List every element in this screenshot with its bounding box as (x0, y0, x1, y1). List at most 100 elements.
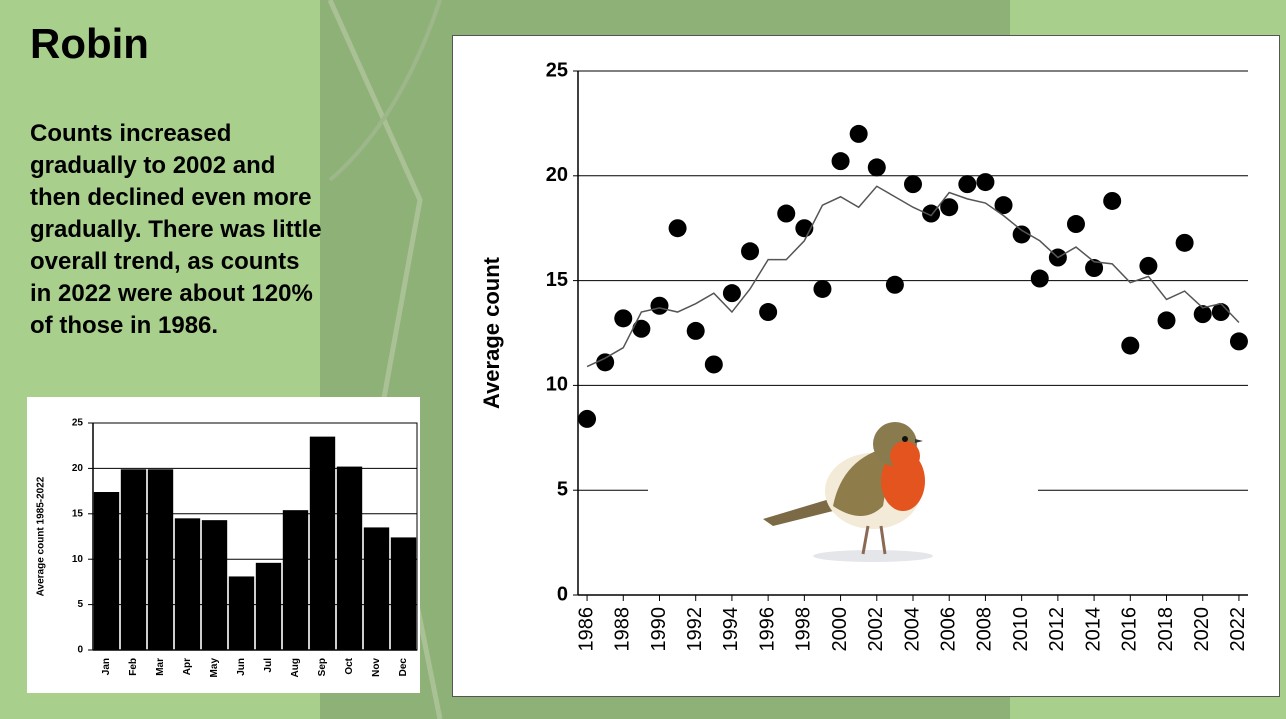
slide-text: Counts increased gradually to 2002 and the… (30, 118, 322, 342)
x-tick-label: Jun (236, 658, 247, 676)
y-tick-label: 15 (546, 269, 568, 291)
x-tick-label: Sep (317, 658, 328, 676)
bar (363, 527, 390, 650)
wing (833, 446, 893, 516)
x-tick-label: Apr (182, 658, 193, 675)
main-chart: 0 5 10 15 20 25 Average count 1986 1988 1990 1992 1… (452, 35, 1280, 697)
x-tick-label: 2002 (865, 607, 887, 652)
data-point (1175, 233, 1194, 252)
data-point (650, 296, 669, 315)
data-point (831, 152, 850, 171)
bar (336, 466, 363, 650)
data-point (1030, 269, 1049, 288)
y-tick-label: 20 (546, 164, 568, 186)
x-tick-label: Mar (155, 658, 166, 676)
bar (120, 469, 147, 650)
x-tick-label: 1994 (720, 607, 742, 652)
x-tick-label: 1998 (793, 607, 815, 652)
text-line: of those in 1986. (30, 312, 219, 339)
bar (93, 492, 120, 650)
y-tick-label: 0 (77, 645, 83, 656)
trend-line (586, 185, 1240, 368)
data-point (704, 355, 723, 374)
data-point (1193, 305, 1212, 324)
y-axis-label: Average count (479, 256, 504, 409)
data-point (940, 198, 959, 217)
x-tick-label: 1986 (575, 607, 597, 652)
bar (201, 520, 228, 650)
data-point (885, 275, 904, 294)
text-line: then declined even more (30, 184, 312, 211)
x-tick-label: 2022 (1227, 607, 1249, 652)
data-point (686, 321, 705, 340)
x-tick-label: 2018 (1155, 607, 1177, 652)
y-tick-label: 5 (77, 599, 83, 610)
data-point (596, 353, 615, 372)
y-tick-label: 10 (72, 554, 84, 565)
x-tick-label: 2016 (1119, 607, 1141, 652)
text-line: overall trend, as counts (30, 248, 300, 275)
robin-illustration (648, 421, 1038, 562)
bar (282, 510, 309, 650)
data-point (1121, 336, 1140, 355)
bar (390, 537, 417, 650)
ground (813, 550, 933, 562)
data-point (632, 319, 651, 338)
data-point (1229, 332, 1248, 351)
data-point (722, 284, 741, 303)
face (890, 441, 920, 471)
data-point (1157, 311, 1176, 330)
data-point (1066, 215, 1085, 234)
data-point (867, 158, 886, 177)
x-tick-label: 2012 (1046, 607, 1068, 652)
x-tick-label: Dec (398, 658, 409, 677)
text-line: in 2022 were about 120% (30, 280, 313, 307)
x-tick-label: 2014 (1082, 607, 1104, 652)
x-tick-label: Jan (101, 658, 112, 675)
data-point (958, 175, 977, 194)
data-point (1103, 191, 1122, 210)
x-tick-label: 2010 (1010, 607, 1032, 652)
data-point (813, 279, 832, 298)
slide-title: Robin (30, 20, 149, 67)
data-point (668, 219, 687, 238)
bar (255, 562, 282, 650)
y-tick-label: 10 (546, 374, 568, 396)
y-tick-label: 15 (72, 508, 84, 519)
x-tick-label: 2008 (974, 607, 996, 652)
y-axis-label: Average count 1985-2022 (36, 476, 47, 596)
data-point (777, 204, 796, 223)
data-point (741, 242, 760, 261)
x-tick-label: 1988 (612, 607, 634, 652)
data-point (759, 303, 778, 322)
x-tick-label: Nov (371, 658, 382, 677)
bar (309, 436, 336, 650)
x-tick-label: 1990 (648, 607, 670, 652)
x-tick-label: 2020 (1191, 607, 1213, 652)
data-point (578, 409, 597, 428)
bar (228, 576, 255, 650)
x-tick-label: 2000 (829, 607, 851, 652)
y-tick-label: 25 (72, 418, 84, 429)
road (328, 0, 442, 182)
x-tick-label: 1996 (756, 607, 778, 652)
y-tick-label: 0 (557, 583, 568, 605)
text-line: gradually. There was little (30, 216, 322, 243)
x-tick-label: 2006 (937, 607, 959, 652)
bar (174, 518, 201, 650)
data-point (1085, 259, 1104, 278)
data-point (976, 173, 995, 192)
data-point (1139, 256, 1158, 275)
x-tick-label: 1992 (684, 607, 706, 652)
x-tick-label: Feb (128, 658, 139, 676)
x-tick-label: May (209, 658, 220, 678)
data-point (614, 309, 633, 328)
legs (861, 525, 887, 555)
data-point (849, 124, 868, 143)
beak (915, 439, 923, 443)
text-line: gradually to 2002 and (30, 152, 276, 179)
y-tick-label: 25 (546, 59, 568, 81)
data-point (994, 196, 1013, 215)
month-chart: 0 5 10 15 20 25 Average count 1985-2022 Jan Feb M… (27, 397, 420, 693)
data-point (904, 175, 922, 194)
